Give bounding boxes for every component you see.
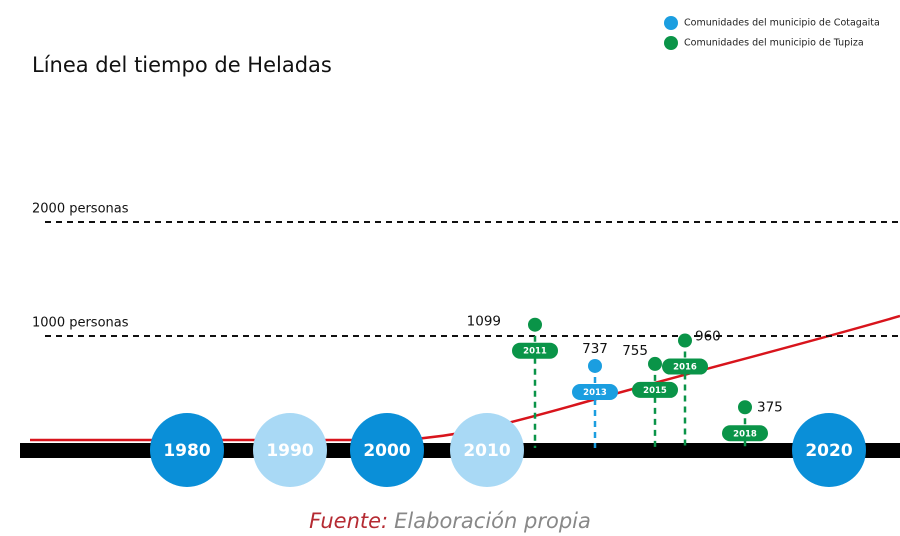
source-text: Elaboración propia [394, 509, 591, 533]
year-label: 2013 [583, 388, 607, 398]
legend-label: Comunidades del municipio de Cotagaita [684, 18, 880, 29]
year-label: 2018 [733, 429, 757, 439]
y-tick-label: 1000 personas [32, 316, 129, 331]
event-point [738, 400, 752, 415]
value-label: 755 [622, 343, 648, 359]
year-pill [722, 425, 768, 442]
year-label: 2016 [673, 363, 697, 373]
value-label: 737 [582, 341, 608, 357]
value-label: 960 [695, 329, 721, 345]
decade-label: 2000 [363, 441, 410, 461]
source: Fuente: Elaboración propia [309, 509, 591, 533]
event-point [648, 356, 662, 371]
decade-circle [253, 413, 327, 487]
event-point [678, 333, 692, 348]
legend-label: Comunidades del municipio de Tupiza [684, 38, 864, 49]
event-point [588, 358, 602, 373]
year-pill [512, 342, 558, 359]
y-tick-label: 2000 personas [32, 202, 129, 217]
year-label: 2015 [643, 386, 667, 396]
decade-label: 2010 [463, 441, 510, 461]
year-pill [632, 381, 678, 398]
decade-circle [450, 413, 524, 487]
year-label: 2011 [523, 347, 547, 357]
source-prefix: Fuente: [309, 509, 388, 533]
event-point [528, 317, 542, 332]
chart-title: Línea del tiempo de Heladas [32, 53, 332, 77]
decade-label: 2020 [805, 441, 852, 461]
decade-circle [792, 413, 866, 487]
decade-circle [350, 413, 424, 487]
year-pill [662, 358, 708, 375]
legend-marker [664, 36, 678, 50]
decade-label: 1980 [163, 441, 210, 461]
year-pill [572, 383, 618, 400]
value-label: 1099 [467, 314, 501, 330]
legend-marker [664, 16, 678, 30]
value-label: 375 [757, 399, 783, 415]
decade-label: 1990 [266, 441, 313, 461]
decade-circle [150, 413, 224, 487]
